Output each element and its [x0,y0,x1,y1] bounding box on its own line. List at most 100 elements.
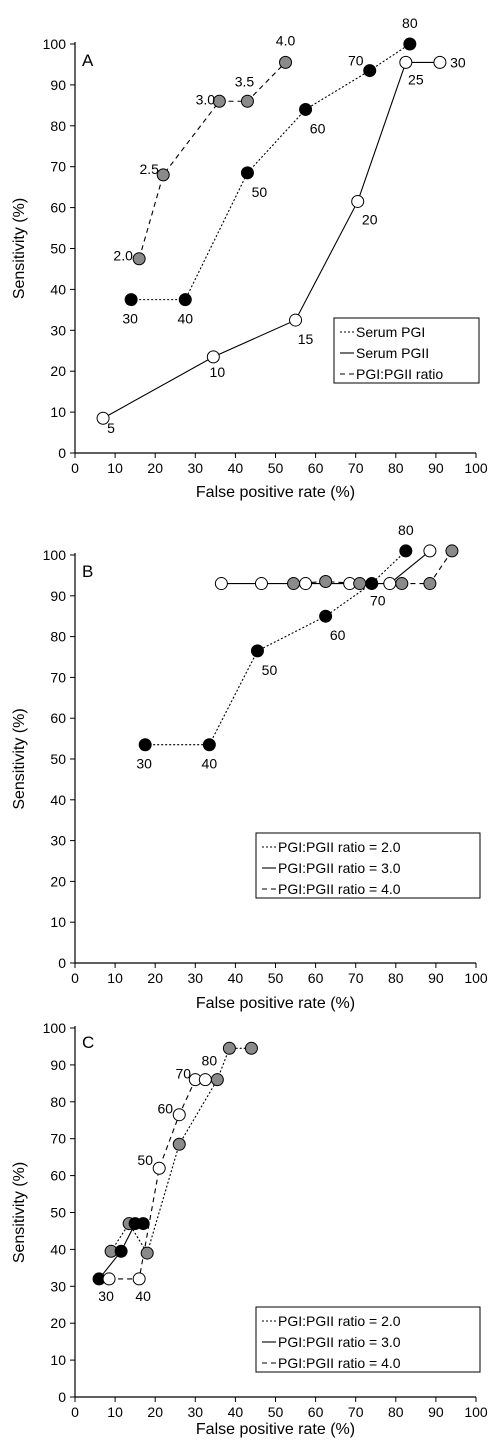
x-tick-label: 90 [428,970,444,986]
legend-label: PGI:PGII ratio = 2.0 [278,839,401,855]
x-tick-label: 40 [228,460,244,476]
data-point [212,94,226,108]
y-tick-label: 20 [50,1315,66,1331]
legend-label: PGI:PGII ratio = 3.0 [278,860,401,876]
data-point [399,544,413,558]
y-tick-label: 40 [50,281,66,297]
data-label: 80 [398,522,414,538]
data-label: 40 [202,756,218,772]
data-point [254,577,268,591]
x-tick-label: 100 [464,460,488,476]
legend-label: PGI:PGII ratio = 3.0 [278,1334,401,1350]
data-point [319,575,333,589]
legend-box [255,832,481,899]
legend: PGI:PGII ratio = 2.0 PGI:PGII ratio = 3.0… [255,832,481,899]
panel-label: B [82,562,93,581]
chart-panel-a: 0 10 20 30 40 50 60 70 80 90 100 0 10 20 30 40 50 60 70 80 9… [11,15,488,501]
y-tick-label: 50 [50,241,66,257]
y-tick-label: 0 [58,445,66,461]
legend: Serum PGI Serum PGII PGI:PGII ratio [333,317,480,384]
data-point [132,252,146,266]
data-label: 50 [252,184,268,200]
x-tick-label: 90 [428,460,444,476]
x-tick-label: 20 [147,1404,163,1420]
y-tick-label: 80 [50,1094,66,1110]
panel-label: A [82,51,94,70]
y-tick-label: 60 [50,1168,66,1184]
legend-label: PGI:PGII ratio = 4.0 [278,1355,401,1371]
x-tick-label: 20 [147,970,163,986]
data-point [140,1246,154,1260]
data-point [351,194,365,208]
data-point [289,313,303,327]
x-tick-label: 60 [308,1404,324,1420]
y-tick-label: 10 [50,1352,66,1368]
legend-label: PGI:PGII ratio = 2.0 [278,1313,401,1329]
y-tick-label: 20 [50,873,66,889]
data-label: 70 [176,1066,192,1082]
panel-label: C [82,1033,94,1052]
data-point [445,544,459,558]
x-tick-label: 40 [228,970,244,986]
data-point [102,1272,116,1286]
data-label: 30 [136,756,152,772]
x-tick-label: 0 [71,460,79,476]
data-point [363,64,377,78]
y-tick-label: 80 [50,118,66,134]
x-tick-label: 70 [348,460,364,476]
data-point [240,94,254,108]
y-tick-label: 90 [50,77,66,93]
y-tick-label: 80 [50,629,66,645]
legend-label: PGI:PGII ratio [356,366,443,382]
data-point [136,1217,150,1231]
x-tick-label: 80 [388,1404,404,1420]
y-tick-label: 40 [50,792,66,808]
data-label: 80 [402,15,418,31]
data-label: 4.0 [276,32,296,48]
y-tick-label: 60 [50,200,66,216]
y-tick-label: 70 [50,669,66,685]
data-point [114,1244,128,1258]
data-point [287,577,301,591]
data-point [206,350,220,364]
data-point [395,577,409,591]
data-point [365,577,379,591]
data-point [198,1073,212,1087]
y-tick-label: 90 [50,588,66,604]
y-tick-label: 30 [50,833,66,849]
x-tick-label: 10 [107,970,123,986]
y-tick-label: 10 [50,914,66,930]
series-line [109,1079,206,1280]
data-point [319,609,333,623]
chart-panel-b: 0 10 20 30 40 50 60 70 80 90 100 0 10 20 30 40 50 60 70 80 9… [11,522,488,1012]
data-label: 40 [135,1288,151,1304]
data-label: 30 [122,311,138,327]
y-tick-label: 50 [50,751,66,767]
x-tick-label: 40 [228,1404,244,1420]
data-label: 30 [98,1288,114,1304]
y-tick-label: 50 [50,1205,66,1221]
data-point [423,577,437,591]
data-point [96,411,110,425]
data-label: 3.0 [196,91,216,107]
y-axis-title: Sensitivity (%) [11,708,28,809]
data-label: 40 [177,311,193,327]
data-point [240,166,254,180]
y-tick-label: 70 [50,159,66,175]
data-label: 60 [310,120,326,136]
data-point [244,1041,258,1055]
data-point [172,1108,186,1122]
data-point [250,644,264,658]
series-line [138,62,286,259]
data-label: 2.0 [113,248,133,264]
data-label: 60 [330,627,346,643]
x-tick-label: 60 [308,460,324,476]
x-tick-label: 100 [464,1404,488,1420]
x-tick-label: 20 [147,460,163,476]
y-tick-label: 10 [50,404,66,420]
y-tick-label: 100 [43,1020,67,1036]
y-tick-label: 30 [50,1278,66,1294]
data-point [279,55,293,69]
x-tick-label: 70 [348,1404,364,1420]
